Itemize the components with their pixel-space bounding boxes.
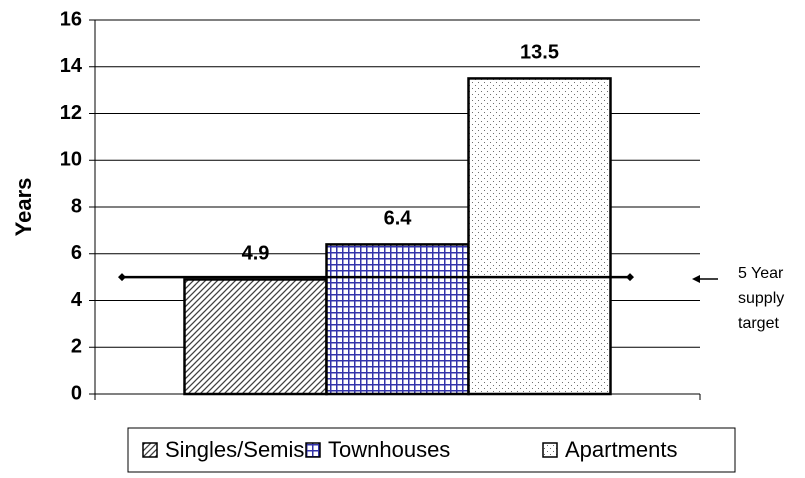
reference-marker [626,273,634,282]
annotation: supply [738,290,784,307]
legend-label: Singles/Semis [165,437,304,462]
annotation-arrowhead [692,275,700,283]
y-tick-label: 4 [71,289,83,311]
legend-swatch [542,442,558,458]
y-tick-label: 12 [60,102,82,124]
legend-swatch [305,442,321,458]
reference-marker [118,273,126,282]
legend-box [127,427,736,473]
legend-label: Apartments [565,437,678,462]
data-label: 6.4 [384,208,413,230]
y-tick-label: 14 [60,55,83,77]
y-tick-label: 6 [71,242,82,264]
y-tick-label: 0 [71,382,82,404]
y-tick-label: 8 [71,195,82,217]
y-tick-label: 10 [60,149,82,171]
y-tick-label: 2 [71,336,82,358]
y-tick-label: 16 [60,8,82,30]
annotation: target [738,315,779,332]
bar [467,77,612,396]
bar [325,243,470,396]
data-label: 4.9 [242,243,270,265]
legend-label: Townhouses [328,437,450,462]
legend-swatch [142,442,158,458]
y-axis-label: Years [11,178,36,237]
data-label: 13.5 [520,42,559,64]
bar [183,278,328,396]
annotation: 5 Year [738,265,784,282]
